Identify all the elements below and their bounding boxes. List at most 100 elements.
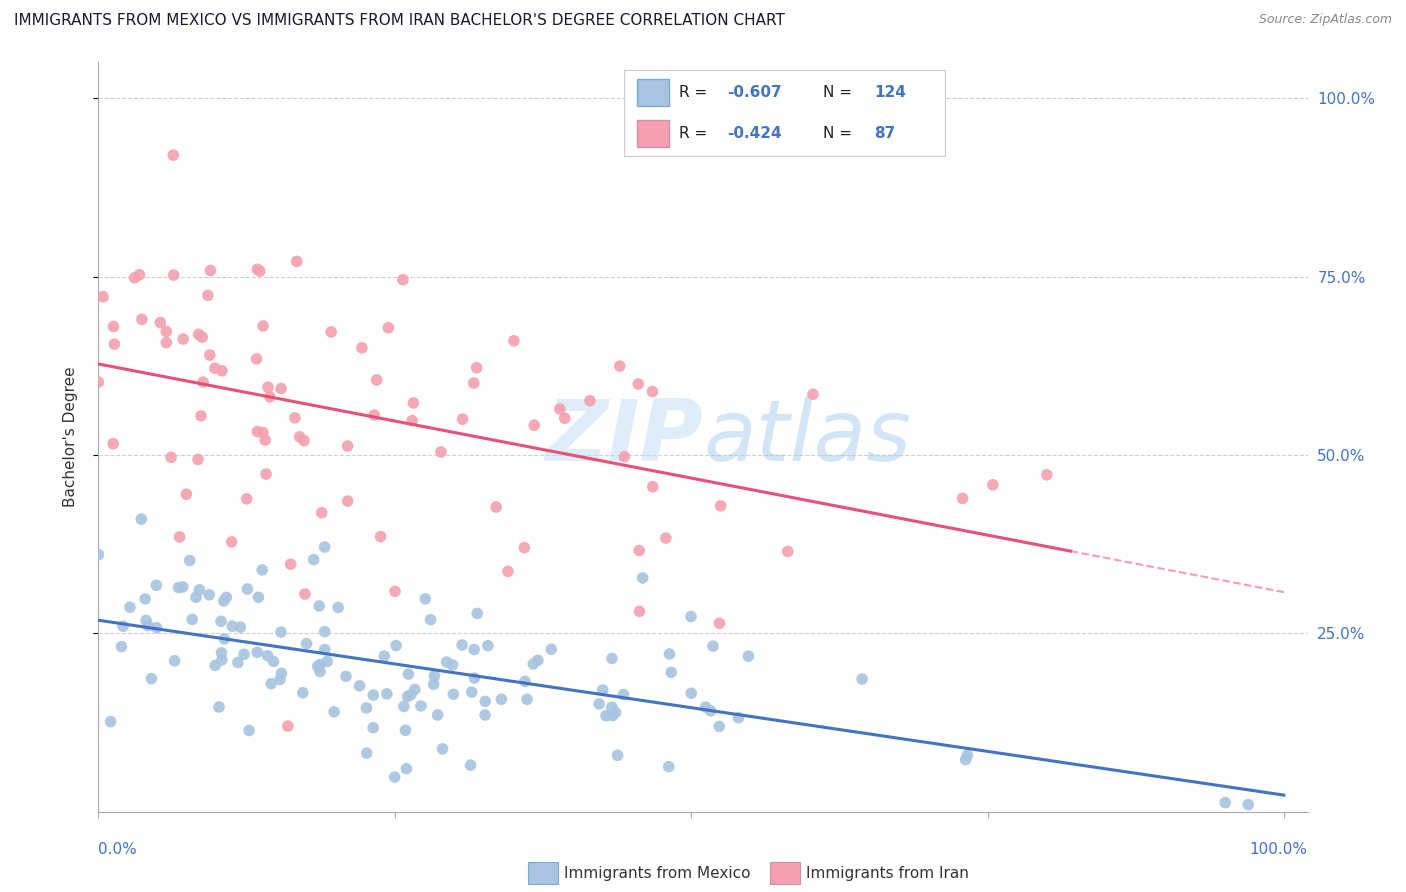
Point bbox=[291, 686, 314, 700]
Point bbox=[548, 402, 571, 417]
Point bbox=[277, 719, 299, 733]
Point bbox=[135, 614, 157, 628]
Point bbox=[409, 698, 432, 713]
Point bbox=[702, 639, 724, 653]
Point bbox=[247, 591, 270, 605]
Point bbox=[198, 588, 221, 602]
Point bbox=[284, 410, 307, 425]
Point bbox=[477, 639, 499, 653]
Point bbox=[709, 616, 731, 631]
Text: 100.0%: 100.0% bbox=[1250, 842, 1308, 856]
Point bbox=[709, 719, 731, 733]
Point bbox=[430, 445, 453, 459]
Point bbox=[336, 494, 359, 508]
Point bbox=[658, 759, 681, 773]
Point bbox=[155, 335, 177, 350]
Point bbox=[212, 594, 235, 608]
Point bbox=[377, 320, 399, 334]
Point bbox=[295, 637, 318, 651]
Point bbox=[385, 639, 408, 653]
Point bbox=[270, 382, 292, 396]
Point bbox=[215, 591, 238, 605]
Point bbox=[214, 632, 236, 646]
Point bbox=[204, 361, 226, 376]
Point bbox=[307, 659, 329, 673]
Point bbox=[316, 654, 339, 668]
Point bbox=[103, 436, 125, 450]
Point bbox=[627, 377, 650, 392]
Point bbox=[1213, 796, 1236, 810]
FancyBboxPatch shape bbox=[527, 862, 558, 884]
Point bbox=[235, 491, 257, 506]
Point bbox=[257, 380, 280, 394]
Point bbox=[522, 657, 544, 671]
Point bbox=[336, 439, 359, 453]
Point bbox=[294, 587, 316, 601]
Point bbox=[592, 683, 614, 698]
Point bbox=[600, 700, 623, 714]
Point bbox=[269, 673, 291, 687]
Point bbox=[540, 642, 562, 657]
Point bbox=[162, 148, 184, 162]
Point bbox=[191, 375, 214, 389]
Point bbox=[188, 582, 211, 597]
Text: Immigrants from Mexico: Immigrants from Mexico bbox=[564, 865, 751, 880]
Point bbox=[404, 682, 426, 697]
Point bbox=[249, 264, 271, 278]
Point bbox=[155, 325, 177, 339]
Point bbox=[309, 657, 332, 672]
Point bbox=[485, 500, 508, 514]
Point bbox=[167, 581, 190, 595]
Point bbox=[361, 688, 384, 702]
Point bbox=[134, 591, 156, 606]
Point bbox=[463, 671, 485, 685]
Point bbox=[396, 667, 419, 681]
Point bbox=[392, 273, 415, 287]
Point bbox=[513, 674, 536, 689]
Text: Source: ZipAtlas.com: Source: ZipAtlas.com bbox=[1258, 13, 1392, 27]
Point bbox=[441, 657, 464, 672]
Point bbox=[395, 762, 418, 776]
Point bbox=[659, 665, 682, 680]
Point bbox=[375, 687, 398, 701]
Point bbox=[737, 649, 759, 664]
Point bbox=[197, 288, 219, 302]
Point bbox=[254, 467, 277, 481]
Point bbox=[463, 376, 485, 390]
Point bbox=[252, 425, 274, 440]
Point bbox=[605, 706, 627, 720]
Point bbox=[172, 580, 194, 594]
Point bbox=[246, 425, 269, 439]
Point bbox=[426, 707, 449, 722]
Point bbox=[112, 619, 135, 633]
Point bbox=[366, 373, 388, 387]
Point bbox=[419, 613, 441, 627]
Point bbox=[226, 656, 249, 670]
Point bbox=[631, 571, 654, 585]
Point bbox=[87, 548, 110, 562]
Point bbox=[280, 558, 302, 572]
Point bbox=[302, 552, 325, 566]
Point bbox=[474, 694, 496, 708]
Point bbox=[1237, 797, 1260, 812]
Point bbox=[238, 723, 260, 738]
Point bbox=[363, 408, 385, 422]
Point bbox=[172, 332, 194, 346]
Point bbox=[600, 651, 623, 665]
Point bbox=[270, 625, 292, 640]
Point bbox=[314, 642, 336, 657]
Point bbox=[250, 563, 273, 577]
Point bbox=[513, 541, 536, 555]
Point bbox=[311, 506, 333, 520]
Point bbox=[252, 318, 274, 333]
Point bbox=[402, 396, 425, 410]
Point bbox=[384, 584, 406, 599]
Point bbox=[356, 746, 378, 760]
Point bbox=[496, 565, 519, 579]
Point bbox=[110, 640, 132, 654]
Point bbox=[595, 708, 617, 723]
Point bbox=[460, 758, 482, 772]
Point bbox=[699, 704, 721, 718]
Point bbox=[200, 263, 222, 277]
Point bbox=[211, 646, 233, 660]
